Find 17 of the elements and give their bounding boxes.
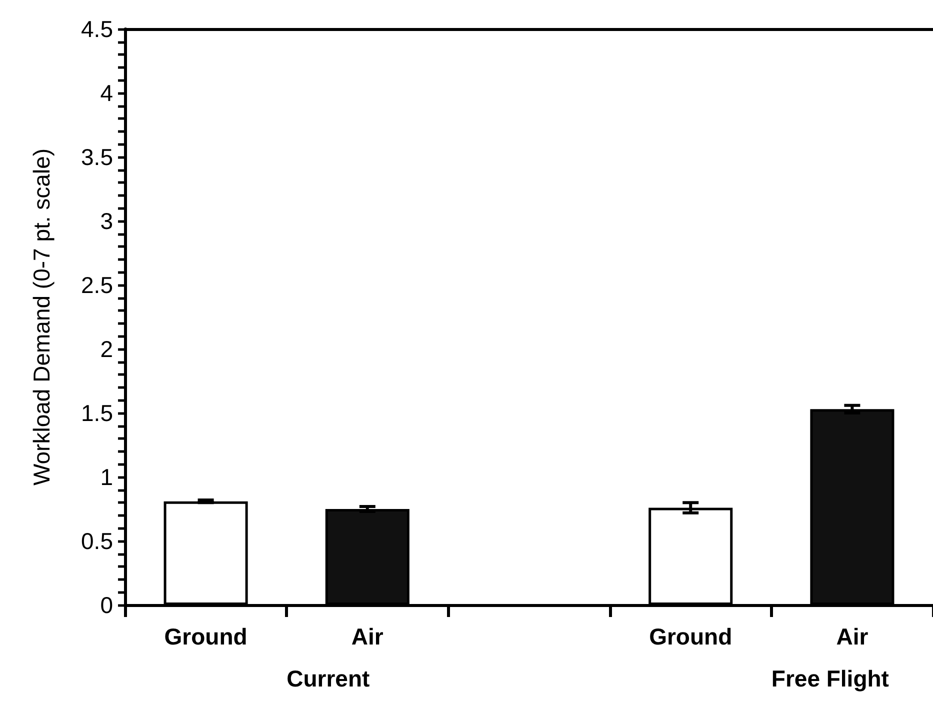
text: Current: [286, 666, 370, 692]
y-tick-label: 2.5: [81, 272, 113, 298]
y-axis-title: Workload Demand (0-7 pt. scale): [28, 148, 54, 486]
y-tick-label: 1: [100, 464, 113, 490]
y-tick-label: 2: [100, 336, 113, 362]
x-tick-label: Ground: [164, 624, 248, 650]
y-tick-label: 4.5: [81, 16, 113, 42]
y-tick-label: 0.5: [81, 528, 113, 554]
text: Free Flight: [771, 666, 890, 692]
y-tick-label: 0: [100, 592, 113, 618]
x-tick-label: Air: [351, 624, 384, 650]
x-tick-label: Air: [836, 624, 868, 650]
y-tick-label: 4: [100, 80, 114, 106]
y-tick-label: 3.5: [81, 144, 113, 170]
x-tick-label: Ground: [649, 624, 732, 650]
y-tick-label: 3: [100, 208, 113, 234]
y-tick-label: 1.5: [81, 400, 113, 426]
